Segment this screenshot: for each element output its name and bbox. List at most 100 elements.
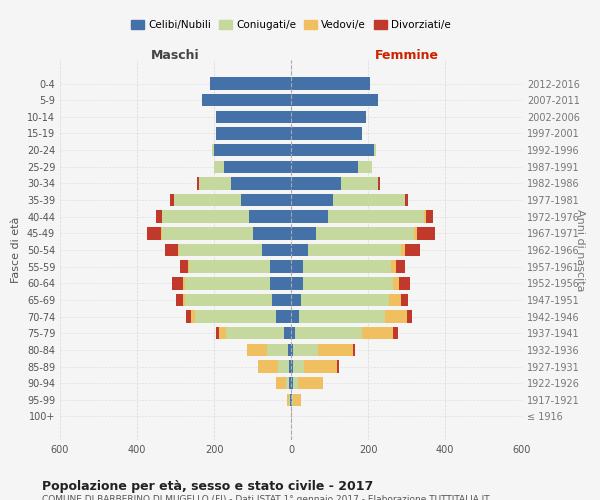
Bar: [291, 344, 293, 356]
Bar: [291, 110, 366, 123]
Bar: [178, 244, 179, 256]
Bar: [262, 244, 291, 256]
Bar: [404, 194, 407, 206]
Bar: [162, 227, 253, 239]
Bar: [293, 344, 318, 356]
Bar: [291, 310, 299, 323]
Bar: [176, 294, 183, 306]
Bar: [288, 344, 291, 356]
Y-axis label: Anni di nascita: Anni di nascita: [575, 209, 585, 291]
Bar: [291, 94, 377, 106]
Bar: [183, 294, 185, 306]
Bar: [185, 277, 270, 289]
Bar: [308, 244, 401, 256]
Bar: [404, 244, 420, 256]
Bar: [396, 260, 406, 273]
Bar: [353, 344, 355, 356]
Bar: [391, 260, 396, 273]
Bar: [318, 344, 353, 356]
Bar: [216, 127, 291, 140]
Bar: [267, 344, 288, 356]
Bar: [291, 78, 370, 90]
Bar: [278, 360, 289, 373]
Bar: [316, 227, 414, 239]
Bar: [197, 177, 199, 190]
Bar: [241, 194, 291, 206]
Bar: [212, 144, 214, 156]
Bar: [295, 327, 362, 340]
Bar: [302, 260, 391, 273]
Bar: [426, 210, 433, 223]
Bar: [289, 360, 291, 373]
Bar: [218, 327, 226, 340]
Legend: Celibi/Nubili, Coniugati/e, Vedovi/e, Divorziati/e: Celibi/Nubili, Coniugati/e, Vedovi/e, Di…: [127, 16, 455, 34]
Bar: [202, 94, 291, 106]
Bar: [258, 360, 278, 373]
Bar: [291, 277, 302, 289]
Text: Femmine: Femmine: [374, 49, 439, 62]
Bar: [276, 377, 286, 390]
Bar: [191, 310, 195, 323]
Text: COMUNE DI BARBERINO DI MUGELLO (FI) - Dati ISTAT 1° gennaio 2017 - Elaborazione : COMUNE DI BARBERINO DI MUGELLO (FI) - Da…: [42, 495, 490, 500]
Bar: [291, 377, 293, 390]
Bar: [291, 410, 292, 422]
Bar: [156, 210, 162, 223]
Bar: [291, 360, 293, 373]
Bar: [289, 377, 291, 390]
Bar: [183, 277, 185, 289]
Bar: [374, 144, 376, 156]
Bar: [215, 327, 218, 340]
Bar: [291, 294, 301, 306]
Bar: [188, 260, 189, 273]
Bar: [287, 394, 289, 406]
Bar: [291, 144, 374, 156]
Bar: [304, 360, 337, 373]
Bar: [186, 310, 191, 323]
Bar: [286, 377, 289, 390]
Bar: [341, 177, 377, 190]
Bar: [162, 210, 248, 223]
Bar: [270, 260, 291, 273]
Y-axis label: Fasce di età: Fasce di età: [11, 217, 21, 283]
Bar: [247, 344, 267, 356]
Bar: [170, 194, 173, 206]
Text: Popolazione per età, sesso e stato civile - 2017: Popolazione per età, sesso e stato civil…: [42, 480, 373, 493]
Bar: [334, 194, 404, 206]
Bar: [399, 277, 410, 289]
Bar: [298, 377, 323, 390]
Bar: [291, 177, 341, 190]
Bar: [214, 144, 291, 156]
Bar: [291, 194, 334, 206]
Bar: [401, 244, 404, 256]
Bar: [291, 227, 316, 239]
Bar: [272, 294, 291, 306]
Bar: [290, 394, 291, 406]
Bar: [337, 360, 339, 373]
Bar: [362, 327, 393, 340]
Bar: [299, 310, 385, 323]
Bar: [291, 394, 292, 406]
Bar: [226, 327, 284, 340]
Bar: [424, 210, 426, 223]
Bar: [417, 227, 434, 239]
Bar: [377, 177, 380, 190]
Bar: [389, 294, 401, 306]
Bar: [401, 294, 409, 306]
Bar: [189, 260, 270, 273]
Bar: [291, 327, 295, 340]
Bar: [291, 127, 362, 140]
Bar: [275, 310, 291, 323]
Bar: [284, 327, 291, 340]
Bar: [293, 377, 298, 390]
Bar: [293, 360, 304, 373]
Bar: [224, 160, 291, 173]
Bar: [172, 277, 183, 289]
Bar: [214, 160, 224, 173]
Bar: [216, 110, 291, 123]
Bar: [161, 227, 162, 239]
Bar: [232, 177, 291, 190]
Bar: [414, 227, 417, 239]
Bar: [291, 244, 308, 256]
Bar: [293, 394, 301, 406]
Bar: [148, 227, 161, 239]
